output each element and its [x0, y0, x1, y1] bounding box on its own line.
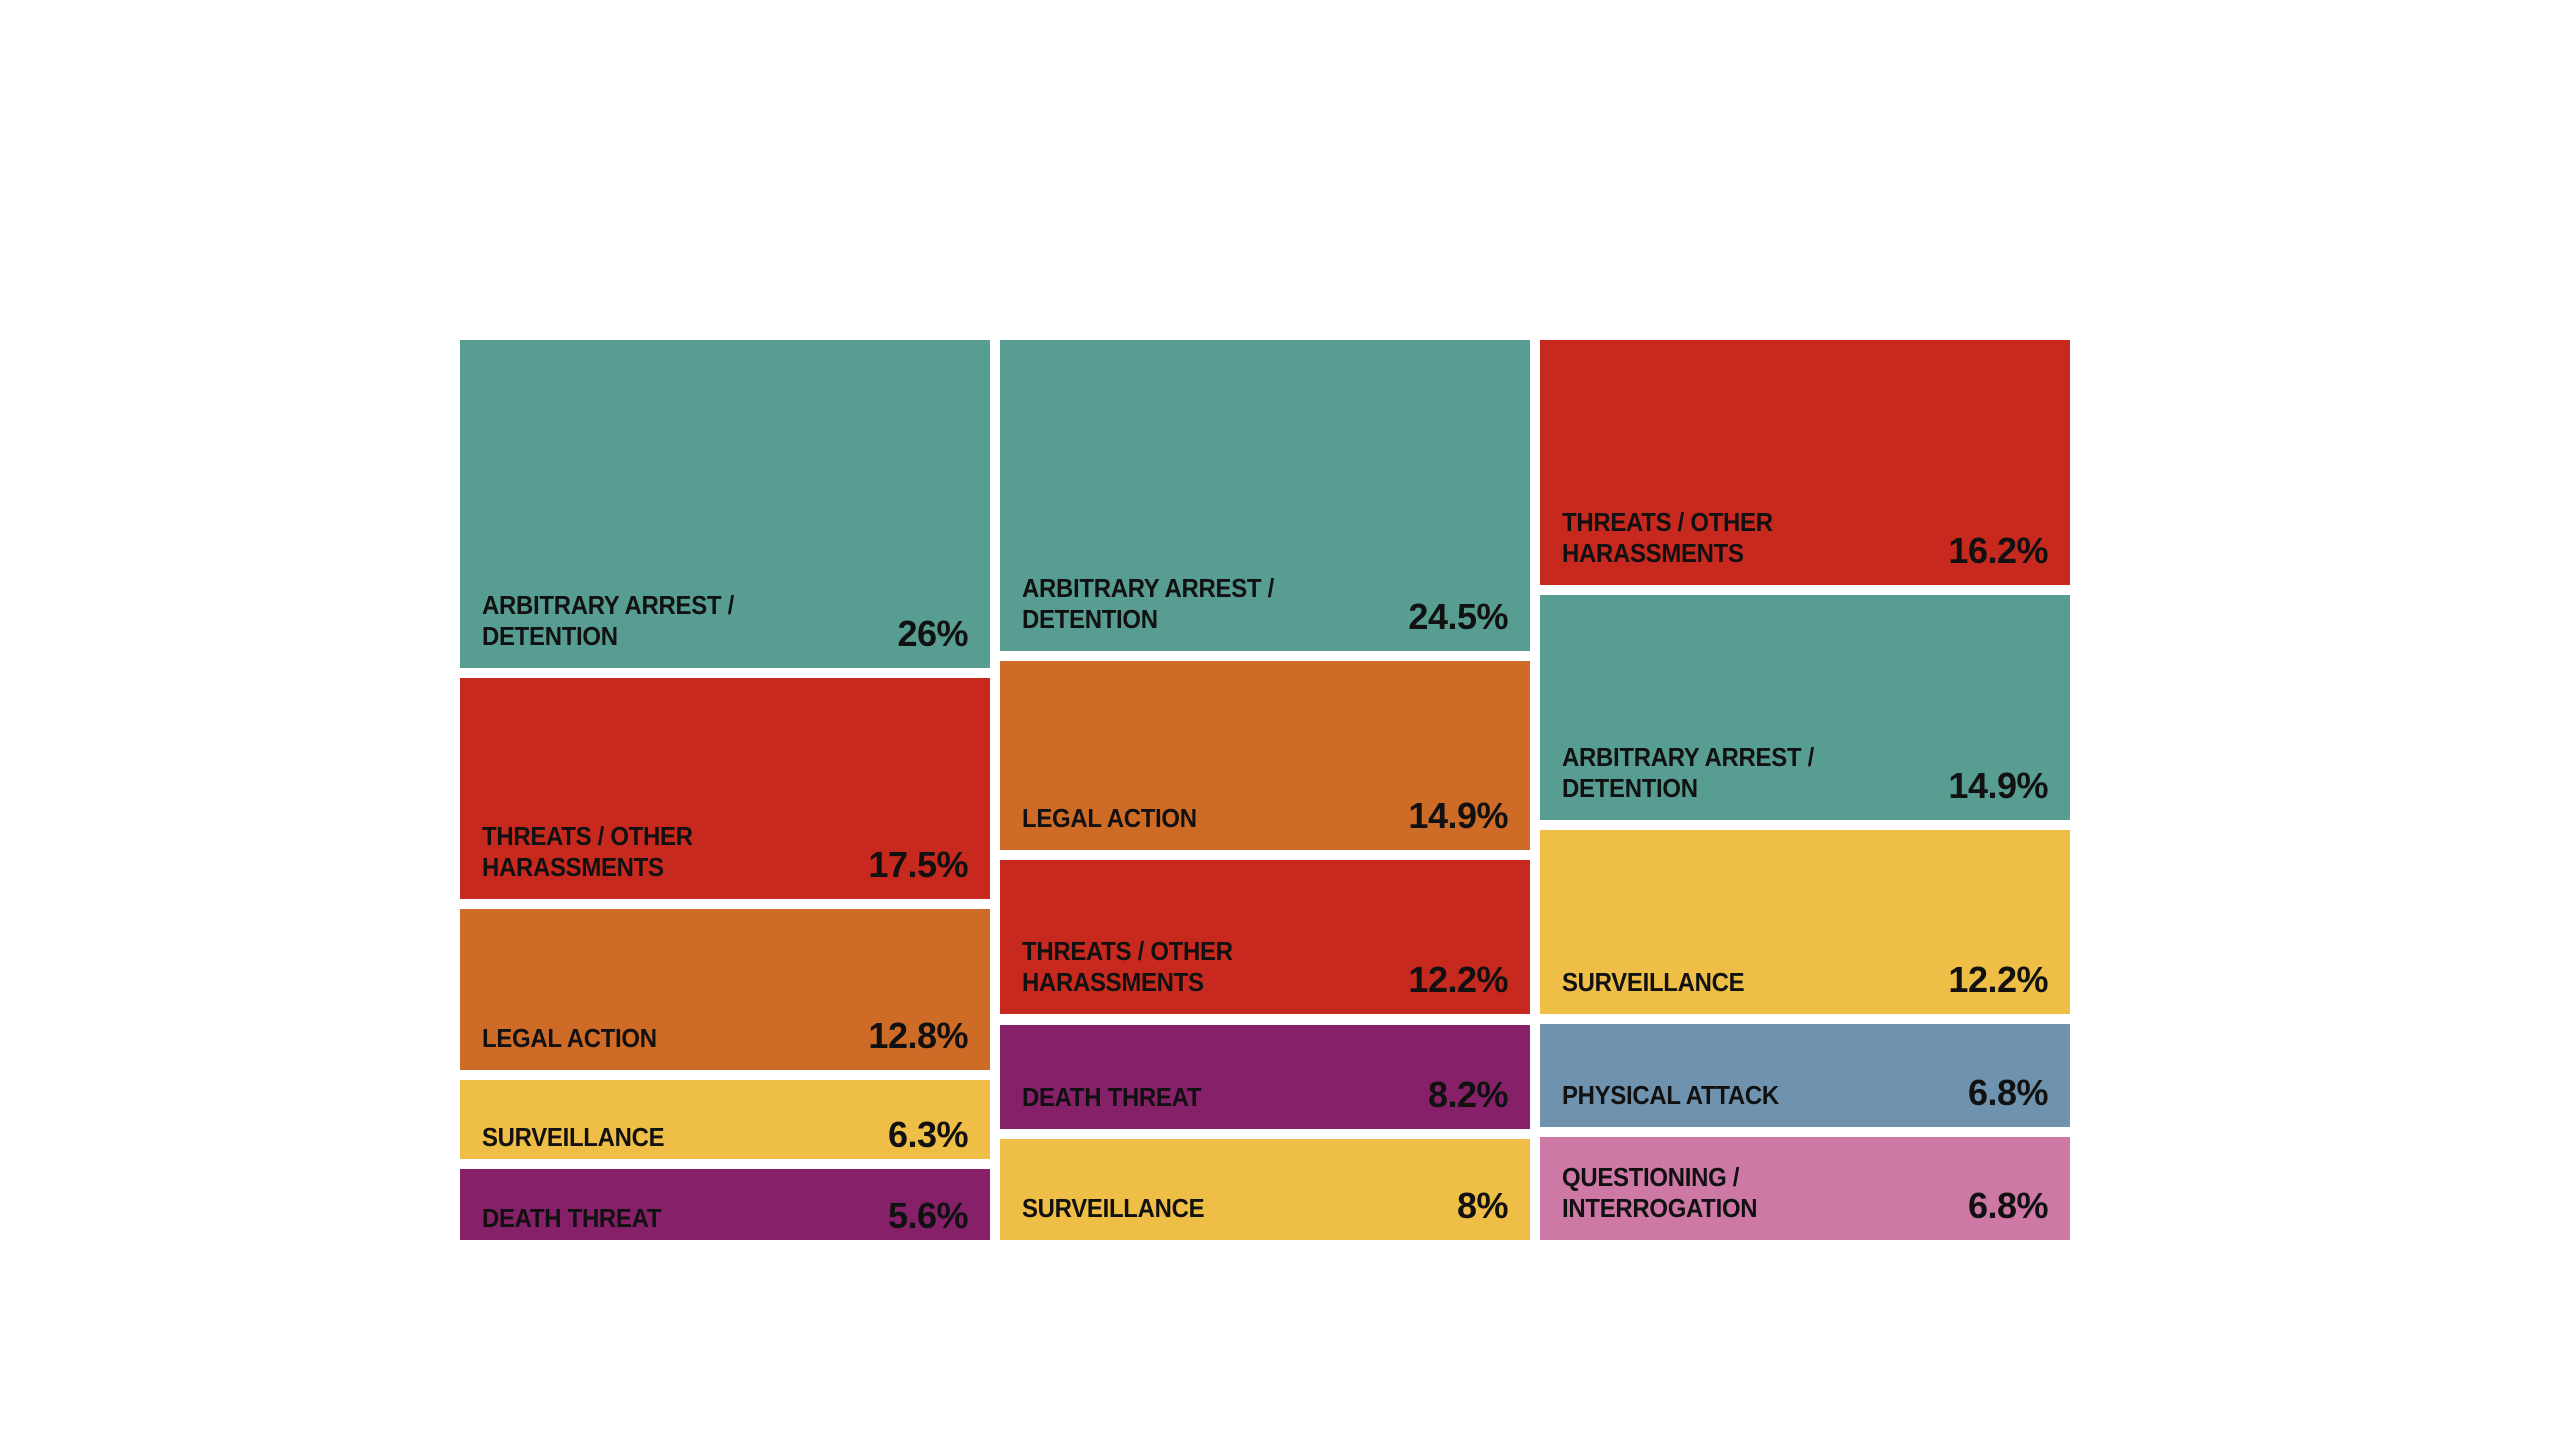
cell-value-label: 6.8% — [1967, 1072, 2049, 1114]
cell-value-label: 26% — [897, 612, 968, 654]
treemap-cell: DEATH THREAT 8.2% — [1000, 1024, 1530, 1129]
treemap-cell: THREATS / OTHER HARASSMENTS 17.5% — [460, 677, 990, 899]
cell-label: QUESTIONING / INTERROGATION — [1562, 1161, 1758, 1223]
treemap-cell: SURVEILLANCE 6.3% — [460, 1079, 990, 1160]
treemap-cell: DEATH THREAT 5.6% — [460, 1169, 990, 1240]
cell-value-label: 12.2% — [1948, 959, 2048, 1001]
cell-label: SURVEILLANCE — [1562, 967, 1745, 998]
cell-label: SURVEILLANCE — [1022, 1192, 1205, 1223]
treemap-cell: QUESTIONING / INTERROGATION 6.8% — [1540, 1137, 2070, 1240]
cell-label: ARBITRARY ARREST / DETENTION — [482, 589, 734, 651]
treemap-cell: SURVEILLANCE 8% — [1000, 1138, 1530, 1240]
cell-label: THREATS / OTHER HARASSMENTS — [1562, 506, 1773, 568]
cell-value-label: 6.3% — [887, 1114, 969, 1156]
cell-value-label: 12.2% — [1408, 959, 1508, 1001]
cell-label: SURVEILLANCE — [482, 1122, 665, 1153]
treemap-column: THREATS / OTHER HARASSMENTS 16.2% ARBITRAR… — [1540, 340, 2070, 1240]
treemap-cell: SURVEILLANCE 12.2% — [1540, 830, 2070, 1015]
treemap-column: ARBITRARY ARREST / DETENTION 26% THREATS /… — [460, 340, 990, 1240]
cell-value-label: 14.9% — [1408, 794, 1508, 836]
treemap-column: ARBITRARY ARREST / DETENTION 24.5% LEGAL A… — [1000, 340, 1530, 1240]
treemap-cell: ARBITRARY ARREST / DETENTION 24.5% — [1000, 340, 1530, 651]
cell-label: THREATS / OTHER HARASSMENTS — [1022, 936, 1233, 998]
treemap-cell: LEGAL ACTION 14.9% — [1000, 660, 1530, 850]
treemap-cell: ARBITRARY ARREST / DETENTION 14.9% — [1540, 594, 2070, 821]
cell-value-label: 12.8% — [868, 1014, 968, 1056]
cell-label: LEGAL ACTION — [482, 1022, 657, 1053]
cell-label: DEATH THREAT — [482, 1202, 662, 1233]
cell-label: ARBITRARY ARREST / DETENTION — [1022, 572, 1274, 634]
cell-value-label: 5.6% — [887, 1194, 969, 1236]
cell-value-label: 24.5% — [1408, 595, 1508, 637]
cell-label: LEGAL ACTION — [1022, 802, 1197, 833]
treemap-cell: ARBITRARY ARREST / DETENTION 26% — [460, 340, 990, 668]
treemap-cell: LEGAL ACTION 12.8% — [460, 908, 990, 1070]
cell-value-label: 6.8% — [1967, 1184, 2049, 1226]
treemap-chart: ARBITRARY ARREST / DETENTION 26% THREATS /… — [460, 340, 2070, 1240]
cell-label: PHYSICAL ATTACK — [1562, 1080, 1779, 1111]
treemap-cell: PHYSICAL ATTACK 6.8% — [1540, 1024, 2070, 1128]
cell-label: THREATS / OTHER HARASSMENTS — [482, 820, 693, 882]
cell-label: DEATH THREAT — [1022, 1081, 1202, 1112]
cell-value-label: 8% — [1456, 1184, 1509, 1226]
cell-label: ARBITRARY ARREST / DETENTION — [1562, 742, 1814, 804]
treemap-cell: THREATS / OTHER HARASSMENTS 12.2% — [1000, 859, 1530, 1015]
cell-value-label: 17.5% — [868, 843, 968, 885]
cell-value-label: 8.2% — [1427, 1073, 1509, 1115]
cell-value-label: 14.9% — [1948, 765, 2048, 807]
treemap-cell: THREATS / OTHER HARASSMENTS 16.2% — [1540, 340, 2070, 585]
cell-value-label: 16.2% — [1948, 529, 2048, 571]
